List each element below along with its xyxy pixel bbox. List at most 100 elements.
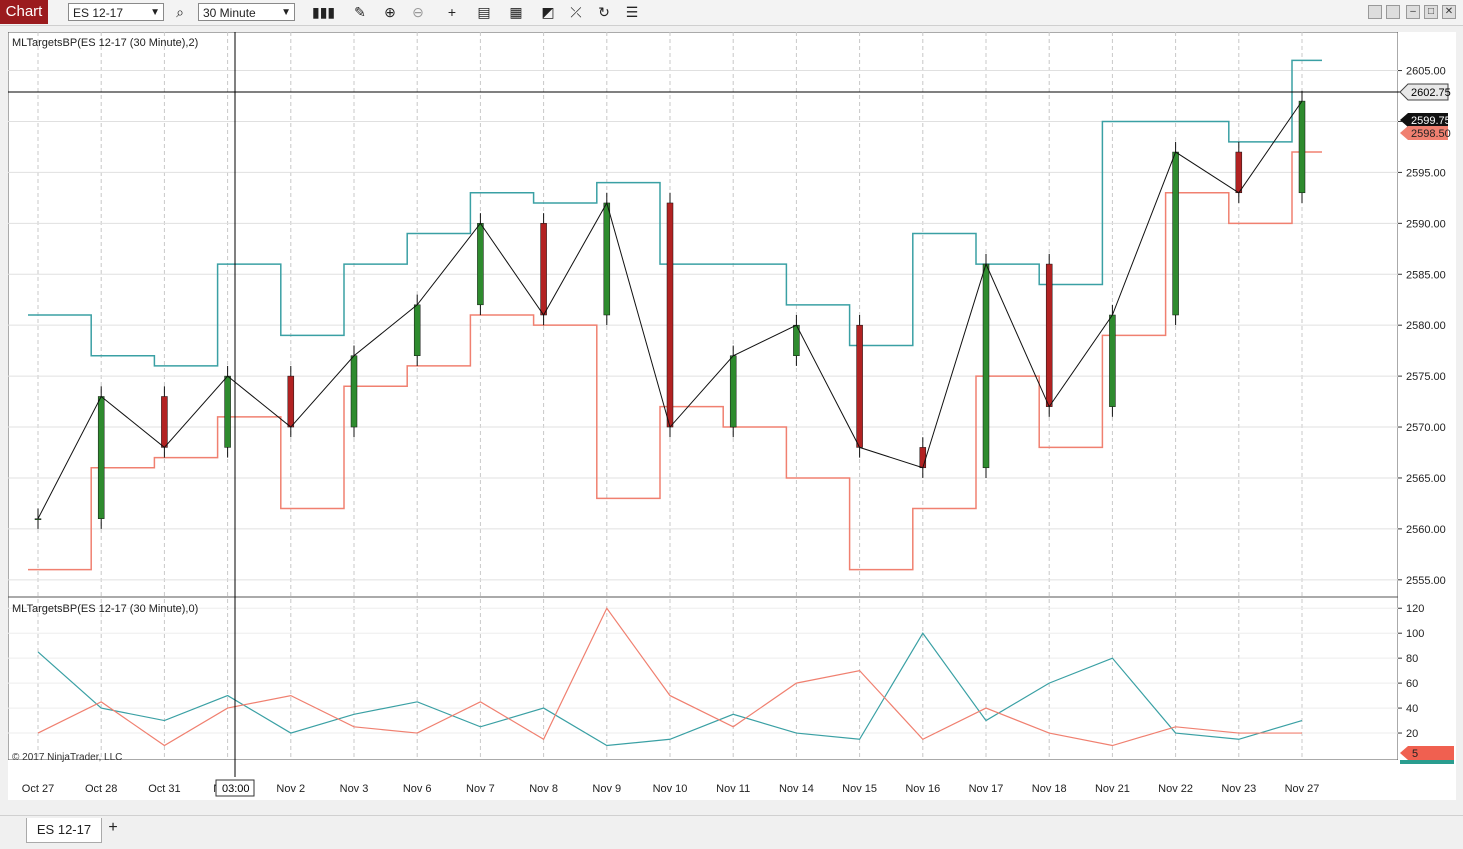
- price-tick-label: 2575.00: [1406, 371, 1446, 383]
- indicator-tick-label: 20: [1406, 728, 1418, 740]
- snap-icon-2[interactable]: [1386, 5, 1400, 19]
- price-panel-label: MLTargetsBP(ES 12-17 (30 Minute),2): [12, 37, 198, 49]
- svg-text:5: 5: [1412, 748, 1418, 760]
- price-tick-label: 2585.00: [1406, 269, 1446, 281]
- time-axis-label: Nov 23: [1221, 783, 1256, 795]
- indicator-series-layer: [37, 607, 1303, 747]
- price-axis[interactable]: [1398, 32, 1456, 760]
- zoom-in-icon[interactable]: ⊕: [384, 4, 396, 20]
- price-series-layer: [28, 59, 1322, 571]
- interval-selector[interactable]: 30 Minute ▼: [198, 3, 295, 21]
- candle-body: [34, 518, 42, 520]
- time-axis-label: Nov 21: [1095, 783, 1130, 795]
- zoom-out-icon[interactable]: ⊖: [412, 4, 424, 20]
- candle-body: [1298, 100, 1306, 194]
- lower-target-marker: 2598.50: [1400, 126, 1451, 140]
- svg-text:2599.75: 2599.75: [1411, 115, 1451, 127]
- bottom-tab-bar: ES 12-17 +: [0, 815, 1463, 849]
- chart-toolbar: Chart ES 12-17 ▼ ⌕ 30 Minute ▼ ▮▮▮ ✎ ⊕ ⊖…: [0, 0, 1463, 26]
- time-axis-label: Nov 15: [842, 783, 877, 795]
- indicator-last-marker: 5: [1400, 746, 1454, 764]
- candle-body: [666, 202, 674, 428]
- price-tick-label: 2565.00: [1406, 473, 1446, 485]
- time-axis-label: Nov 14: [779, 783, 814, 795]
- price-panel[interactable]: [8, 32, 1399, 598]
- chart-window-tab[interactable]: Chart: [0, 0, 48, 24]
- price-tick-label: 2570.00: [1406, 422, 1446, 434]
- svg-text:2602.75: 2602.75: [1411, 87, 1451, 99]
- properties-icon[interactable]: ☰: [625, 4, 639, 20]
- indicators-icon[interactable]: ◩: [541, 4, 555, 20]
- data-box-icon[interactable]: ▤: [477, 4, 491, 20]
- reload-icon[interactable]: ↻: [598, 4, 610, 20]
- chart-canvas[interactable]: 2605.002600.002595.002590.002585.002580.…: [8, 32, 1456, 800]
- maximize-icon[interactable]: □: [1424, 5, 1438, 19]
- svg-text:2598.50: 2598.50: [1411, 128, 1451, 140]
- time-axis-label: Oct 27: [22, 783, 54, 795]
- price-tick-label: 2580.00: [1406, 320, 1446, 332]
- candle-body: [224, 375, 231, 448]
- indicator-tick-label: 40: [1406, 703, 1418, 715]
- time-axis-label: Nov 18: [1032, 783, 1067, 795]
- candle-body: [1109, 314, 1116, 407]
- time-axis-label: Nov 22: [1158, 783, 1193, 795]
- price-close-line: [37, 100, 1303, 519]
- candle-body: [350, 355, 358, 428]
- price-axis-ticks: 2605.002600.002595.002590.002585.002580.…: [1398, 66, 1446, 587]
- indicator-panel-label: MLTargetsBP(ES 12-17 (30 Minute),0): [12, 603, 198, 615]
- candle-body: [540, 223, 547, 316]
- time-axis-label: Oct 28: [85, 783, 117, 795]
- crosshair-time-marker: 03:00: [215, 779, 255, 797]
- indicator-tick-label: 80: [1406, 653, 1418, 665]
- time-axis-label: Nov 7: [466, 783, 495, 795]
- price-tick-label: 2560.00: [1406, 524, 1446, 536]
- snap-icon[interactable]: [1368, 5, 1382, 19]
- price-tick-label: 2595.00: [1406, 167, 1446, 179]
- time-axis-label: Nov 3: [340, 783, 369, 795]
- price-tick-label: 2590.00: [1406, 218, 1446, 230]
- interval-value: 30 Minute: [203, 6, 256, 20]
- time-axis-label: Oct 31: [148, 783, 180, 795]
- add-tab-button[interactable]: +: [108, 819, 118, 836]
- indicator-series-low: [37, 607, 1302, 747]
- candle-body: [97, 396, 105, 519]
- chevron-down-icon: ▼: [281, 7, 291, 18]
- time-axis-label: Nov 6: [403, 783, 432, 795]
- time-axis-label: Nov 8: [529, 783, 558, 795]
- time-axis-label: Nov 2: [276, 783, 305, 795]
- upper-target-line: [28, 59, 1322, 367]
- time-axis-label: Nov 16: [905, 783, 940, 795]
- copyright-text: © 2017 NinjaTrader, LLC: [12, 752, 122, 763]
- indicator-tick-label: 120: [1406, 603, 1424, 615]
- candle-body: [477, 223, 484, 306]
- bars-type-icon[interactable]: ▮▮▮: [312, 4, 336, 20]
- indicator-series-high: [37, 632, 1303, 747]
- search-icon[interactable]: ⌕: [176, 4, 184, 20]
- candle-body: [982, 263, 990, 469]
- candle-body: [161, 396, 168, 448]
- time-axis-label: Nov 10: [653, 783, 688, 795]
- candle-body: [729, 355, 737, 428]
- candle-body: [603, 202, 611, 316]
- time-axis-label: Nov 27: [1285, 783, 1320, 795]
- indicator-panel[interactable]: [8, 596, 1399, 761]
- candle-body: [287, 375, 295, 428]
- minimize-icon[interactable]: –: [1406, 5, 1420, 19]
- drawing-tools-icon[interactable]: ⤫: [570, 4, 582, 20]
- strategies-icon[interactable]: ▦: [509, 4, 523, 20]
- price-tick-label: 2555.00: [1406, 575, 1446, 587]
- crosshair-icon[interactable]: +: [447, 4, 457, 20]
- price-tick-label: 2605.00: [1406, 66, 1446, 78]
- close-icon[interactable]: ✕: [1442, 5, 1456, 19]
- draw-pencil-icon[interactable]: ✎: [354, 4, 366, 20]
- svg-text:03:00: 03:00: [222, 783, 250, 795]
- instrument-selector[interactable]: ES 12-17 ▼: [68, 3, 164, 21]
- candle-body: [413, 304, 421, 356]
- indicator-axis-ticks: 120 100 80 60 40 20: [1398, 603, 1424, 740]
- tab-es-12-17[interactable]: ES 12-17: [26, 818, 102, 843]
- candle-body: [919, 447, 927, 469]
- crosshair-price-marker: 2602.75: [1399, 83, 1451, 101]
- last-price-marker: 2599.75: [1400, 113, 1451, 127]
- indicator-tick-label: 100: [1406, 628, 1424, 640]
